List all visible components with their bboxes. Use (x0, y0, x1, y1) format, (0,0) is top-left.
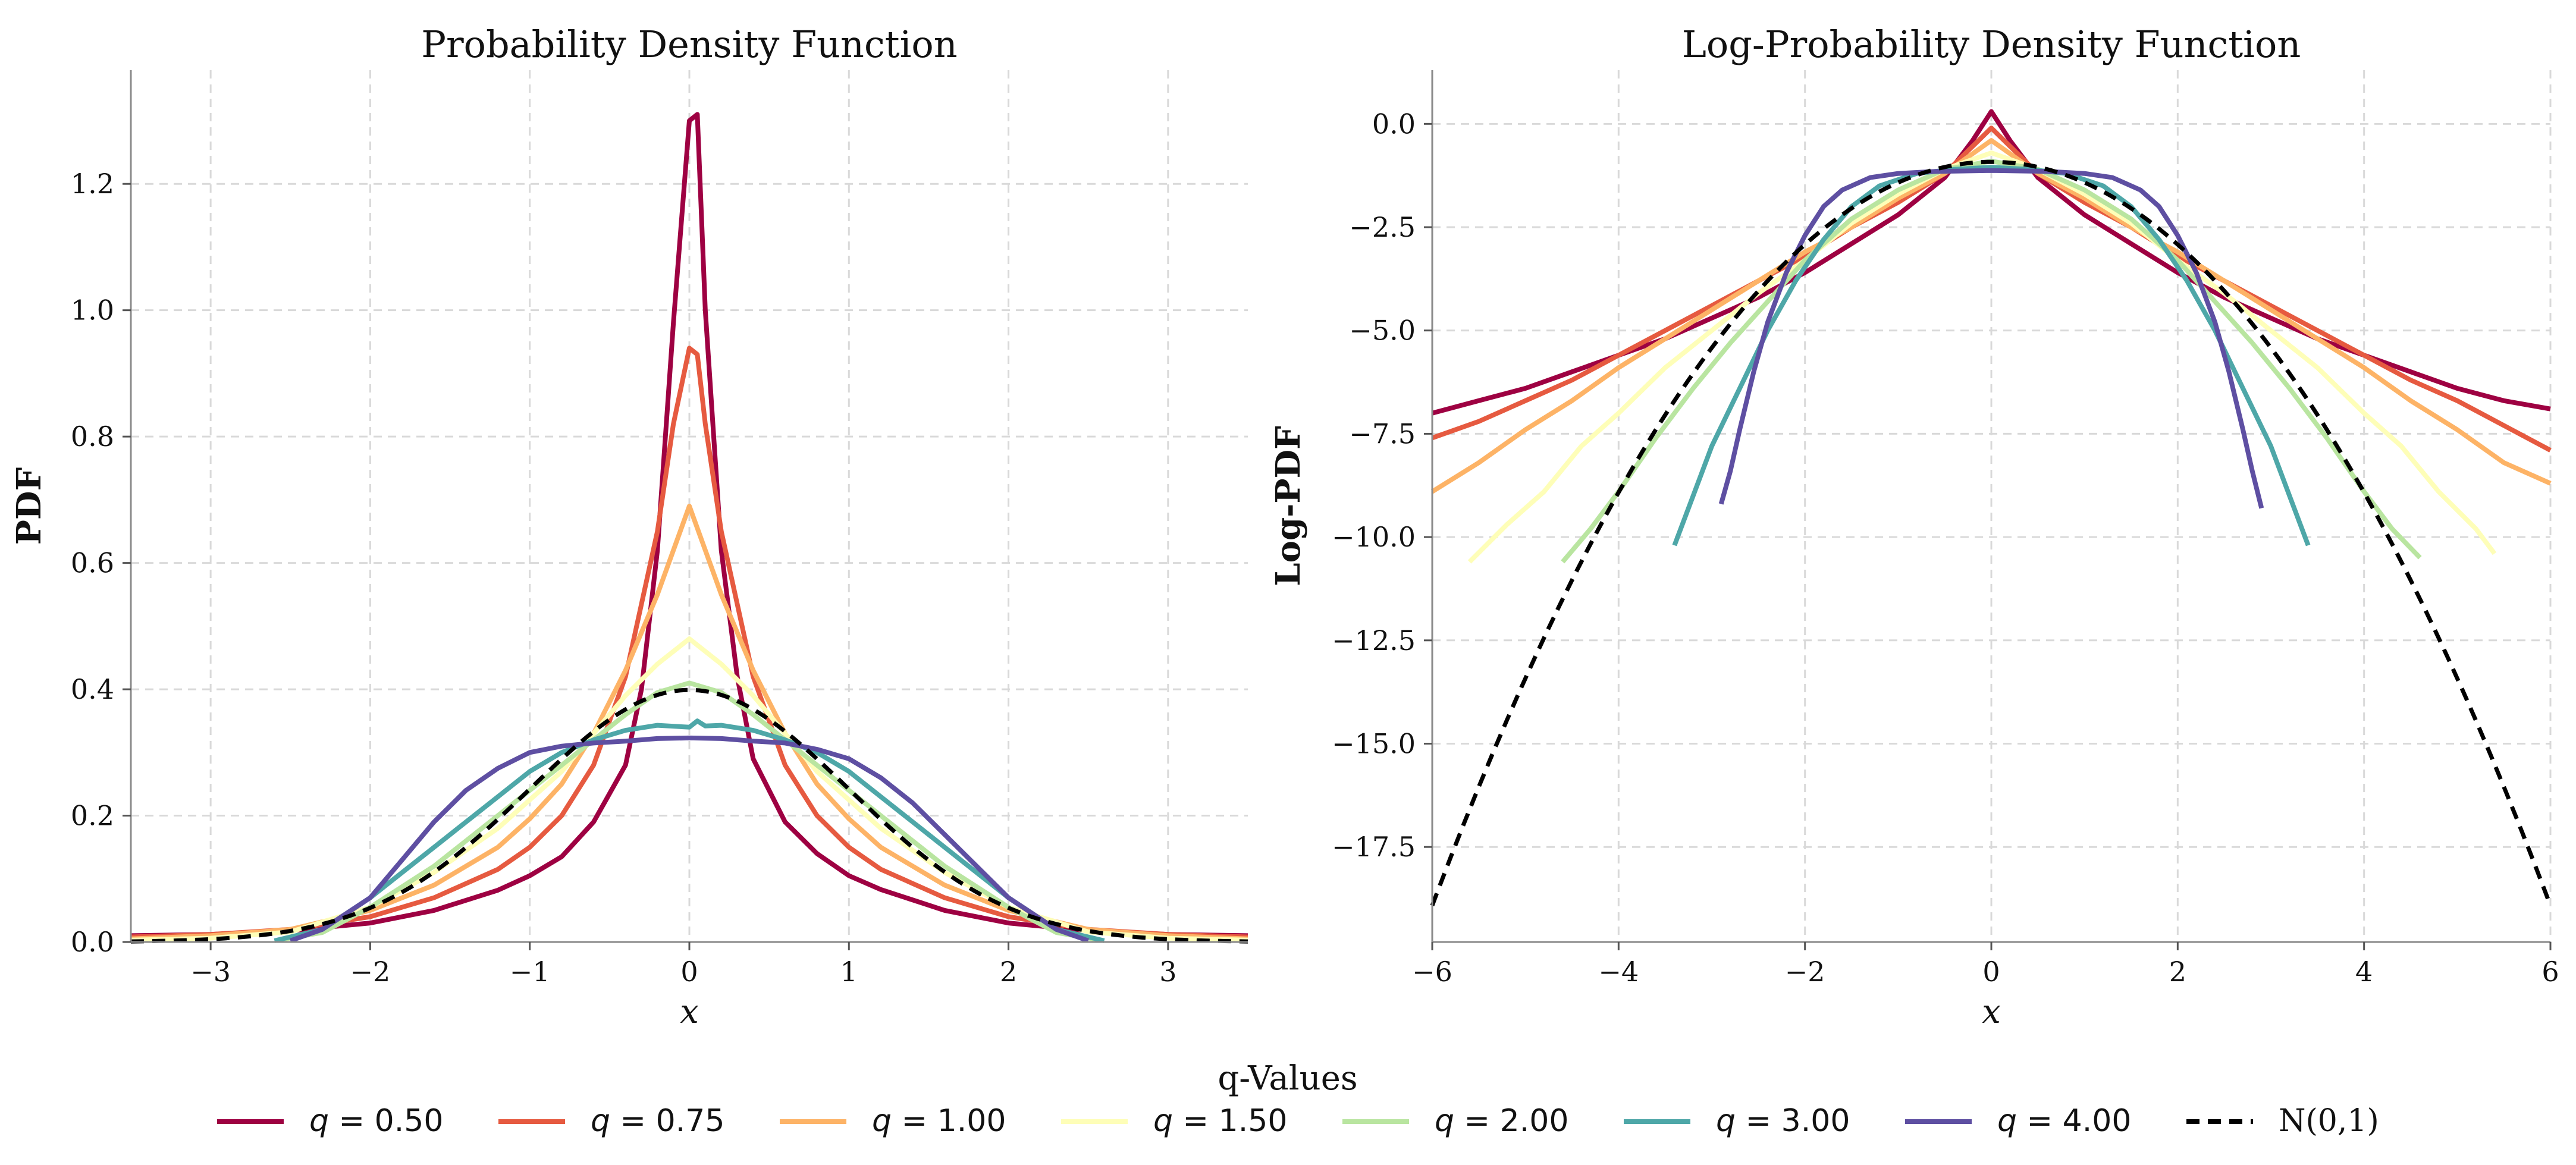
x-axis-label: x (1982, 993, 2001, 1031)
x-tick-label: −2 (350, 956, 391, 988)
series-line-q-0-50 (1431, 109, 2551, 416)
legend-label: q = 0.50 (309, 1103, 443, 1139)
y-tick-label: 0.8 (71, 420, 114, 453)
y-tick-label: −17.5 (1332, 831, 1416, 863)
legend-item: q = 0.75 (498, 1103, 724, 1139)
x-tick-label: 2 (1000, 956, 1017, 988)
series-line-q-1-50 (130, 636, 1248, 943)
series-line-q-1-50 (1467, 150, 2497, 564)
legend-label: q = 3.00 (1716, 1103, 1850, 1139)
legend-item: q = 2.00 (1342, 1103, 1568, 1139)
y-tick-label: −12.5 (1332, 624, 1416, 657)
y-tick-label: 1.0 (71, 294, 114, 326)
x-tick-label: −3 (190, 956, 231, 988)
legend-item: q = 1.50 (1061, 1103, 1287, 1139)
pdf-panel: −3 −2 −1 0 1 2 3 0.0 0.2 0.4 0.6 0.8 1.0 1.2 Probabili… (10, 23, 1248, 1031)
x-tick-label: −4 (1598, 956, 1639, 988)
chart-title: Log-Probability Density Function (1682, 23, 2301, 66)
y-tick-label: 0.4 (71, 673, 114, 705)
legend-label: q = 1.50 (1153, 1103, 1287, 1139)
y-tick-label: 1.2 (71, 168, 114, 200)
x-tick-label: 4 (2355, 956, 2373, 988)
series-line-q-1-00 (130, 504, 1248, 941)
x-tick-label: 1 (840, 956, 858, 988)
legend-label: q = 2.00 (1435, 1103, 1568, 1139)
series-line-n-0-1 (1430, 159, 2553, 907)
series-line-q-0-75 (130, 346, 1248, 940)
x-tick-label: −2 (1785, 956, 1825, 988)
chart-title: Probability Density Function (421, 23, 957, 66)
x-tick-label: 0 (680, 956, 698, 988)
legend-label: q = 0.75 (591, 1103, 724, 1139)
x-tick-label: −1 (510, 956, 550, 988)
x-tick-label: 6 (2542, 956, 2559, 988)
legend-item: q = 1.00 (780, 1103, 1006, 1139)
y-axis-label: Log-PDF (1269, 426, 1308, 586)
x-tick-label: 3 (1159, 956, 1176, 988)
y-tick-label: 0.2 (71, 800, 114, 832)
series-line-q-0-50 (130, 112, 1248, 938)
legend-label: N(0,1) (2279, 1103, 2379, 1139)
legend-item: N(0,1) (2186, 1103, 2379, 1139)
y-axis-label: PDF (10, 467, 49, 545)
y-tick-label: −10.0 (1332, 521, 1416, 553)
x-tick-label: −6 (1412, 956, 1452, 988)
legend-title: q-Values (1218, 1059, 1357, 1098)
x-axis-label: x (680, 993, 699, 1031)
legend-item: q = 3.00 (1624, 1103, 1850, 1139)
legend-label: q = 1.00 (872, 1103, 1006, 1139)
series-line-q-3-00 (274, 718, 1105, 943)
y-tick-label: −2.5 (1349, 211, 1416, 243)
series-line-q-0-75 (1431, 125, 2552, 453)
y-tick-label: 0.0 (71, 926, 114, 958)
legend-item: q = 0.50 (217, 1103, 443, 1139)
y-tick-label: 0.0 (1372, 108, 1416, 140)
series-line-q-4-00 (1718, 168, 2264, 509)
legend-label: q = 4.00 (1997, 1103, 2131, 1139)
series-line-q-2-00 (274, 680, 1105, 943)
series-line-q-4-00 (289, 735, 1090, 943)
y-tick-label: −5.0 (1349, 315, 1416, 347)
y-tick-label: 0.6 (71, 547, 114, 579)
x-tick-label: 2 (2169, 956, 2186, 988)
legend: q-Values q = 0.50 q = 0.75 q = 1.00 q = 1.5… (217, 1059, 2379, 1139)
series-line-q-1-00 (1430, 138, 2552, 494)
y-tick-label: −7.5 (1349, 417, 1416, 450)
log-pdf-panel: −6 −4 −2 0 2 4 6 0.0 −2.5 −5.0 −7.5 −10.0 −12.5 −15.0… (1269, 23, 2559, 1031)
x-tick-label: 0 (1982, 956, 2000, 988)
legend-item: q = 4.00 (1905, 1103, 2131, 1139)
y-tick-label: −15.0 (1332, 728, 1416, 760)
